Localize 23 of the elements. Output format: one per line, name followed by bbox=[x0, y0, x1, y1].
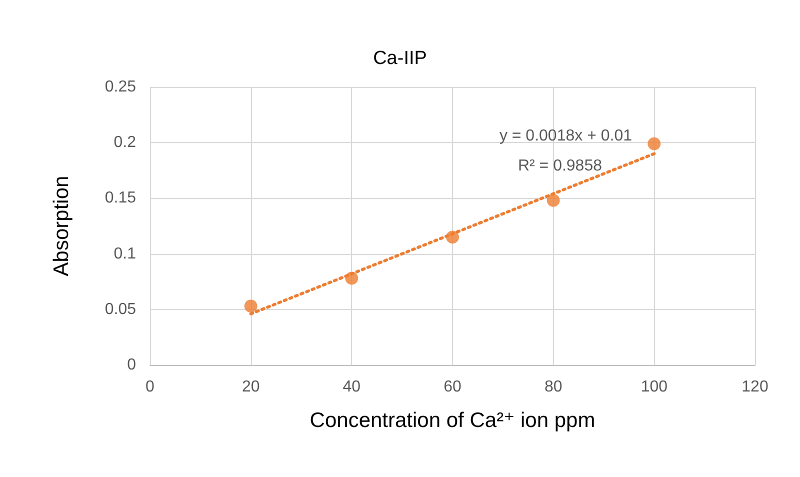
y-tick-label: 0.25 bbox=[104, 78, 136, 96]
chart-title: Ca-IIP bbox=[373, 48, 427, 69]
point bbox=[446, 230, 459, 244]
y-tick-label: 0.1 bbox=[114, 245, 136, 262]
point bbox=[546, 194, 560, 207]
point bbox=[345, 272, 358, 285]
x-tick-label: 20 bbox=[242, 378, 260, 396]
annotation: y = 0.0018x + 0.01 bbox=[499, 128, 632, 144]
y-tick-label: 0.15 bbox=[104, 190, 136, 207]
x-tick-label: 120 bbox=[742, 378, 768, 396]
x-axis-title: Concentration of Ca²⁺ ion ppm bbox=[310, 409, 596, 432]
x-tick-label: 100 bbox=[640, 378, 668, 396]
x-tick-label: 80 bbox=[544, 378, 562, 396]
x-tick-label: 60 bbox=[444, 378, 462, 396]
annotation: R² = 0.9858 bbox=[518, 158, 602, 174]
point bbox=[648, 137, 661, 150]
y-tick-label: 0.05 bbox=[104, 300, 136, 318]
x-tick-label: 40 bbox=[342, 378, 361, 396]
y-axis-title: Absorption bbox=[50, 176, 73, 276]
y-tick-label: 0 bbox=[127, 356, 136, 374]
point bbox=[244, 300, 258, 313]
x-tick-label: 0 bbox=[146, 378, 155, 396]
y-tick-label: 0.2 bbox=[114, 134, 136, 152]
